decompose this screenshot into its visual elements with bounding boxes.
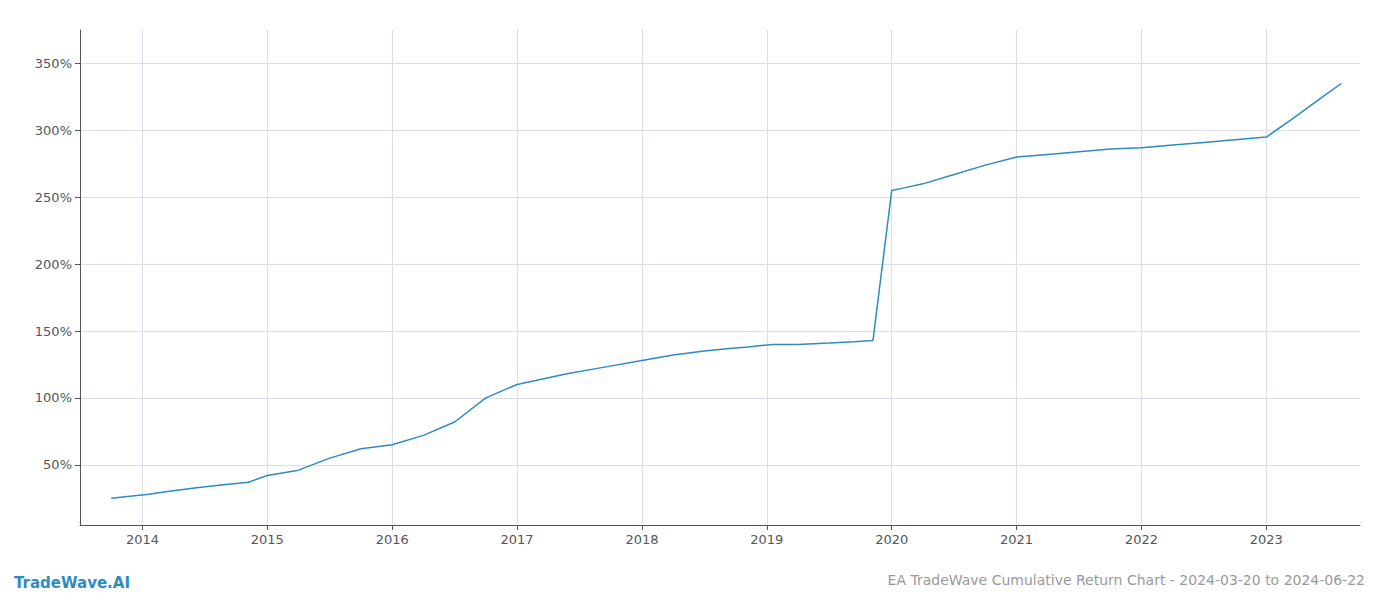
svg-text:250%: 250% <box>35 190 72 205</box>
svg-text:350%: 350% <box>35 56 72 71</box>
svg-text:2018: 2018 <box>625 532 658 547</box>
svg-text:TradeWave.AI: TradeWave.AI <box>14 574 130 592</box>
svg-text:2019: 2019 <box>750 532 783 547</box>
svg-text:2014: 2014 <box>126 532 159 547</box>
svg-text:50%: 50% <box>43 457 72 472</box>
svg-text:2021: 2021 <box>1000 532 1033 547</box>
svg-text:2023: 2023 <box>1250 532 1283 547</box>
svg-text:150%: 150% <box>35 324 72 339</box>
svg-text:2016: 2016 <box>376 532 409 547</box>
svg-text:2020: 2020 <box>875 532 908 547</box>
svg-text:200%: 200% <box>35 257 72 272</box>
svg-text:300%: 300% <box>35 123 72 138</box>
svg-text:2017: 2017 <box>501 532 534 547</box>
svg-text:2015: 2015 <box>251 532 284 547</box>
svg-text:2022: 2022 <box>1125 532 1158 547</box>
svg-text:EA TradeWave Cumulative Return: EA TradeWave Cumulative Return Chart - 2… <box>888 572 1365 588</box>
svg-text:100%: 100% <box>35 390 72 405</box>
